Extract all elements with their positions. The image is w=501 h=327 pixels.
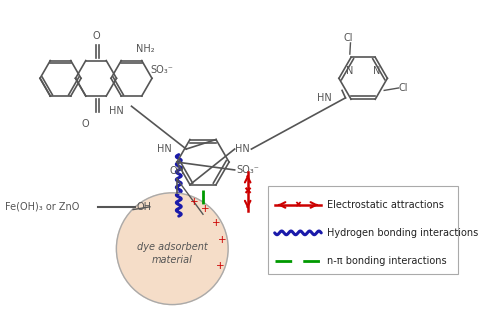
Text: ✖: ✖: [295, 200, 302, 209]
Text: O: O: [81, 119, 89, 129]
Text: dye adsorbent
material: dye adsorbent material: [137, 242, 207, 265]
Text: OH: OH: [169, 166, 184, 176]
Text: NH₂: NH₂: [136, 44, 155, 54]
Text: ✖: ✖: [243, 187, 252, 197]
Text: HN: HN: [157, 144, 171, 154]
Text: O: O: [92, 31, 100, 41]
Text: +: +: [216, 261, 224, 271]
Text: N: N: [346, 66, 354, 76]
Text: Cl: Cl: [344, 33, 353, 43]
Text: +: +: [189, 197, 198, 207]
Text: HN: HN: [234, 144, 249, 154]
Text: HN: HN: [317, 93, 332, 103]
Text: HN: HN: [109, 106, 124, 116]
Text: Electrostatic attractions: Electrostatic attractions: [327, 200, 444, 210]
Text: SO₃⁻: SO₃⁻: [236, 165, 260, 175]
Text: N: N: [373, 66, 380, 76]
Text: SO₃⁻: SO₃⁻: [150, 65, 173, 75]
Text: +: +: [218, 235, 227, 245]
Text: OH: OH: [137, 202, 152, 212]
Circle shape: [116, 193, 228, 304]
Text: Hydrogen bonding interactions: Hydrogen bonding interactions: [327, 228, 478, 238]
Text: Cl: Cl: [398, 83, 408, 93]
Text: Fe(OH)₃ or ZnO: Fe(OH)₃ or ZnO: [5, 202, 79, 212]
Text: n-π bonding interactions: n-π bonding interactions: [327, 256, 446, 266]
Text: +: +: [212, 218, 221, 228]
Text: +: +: [201, 204, 209, 215]
